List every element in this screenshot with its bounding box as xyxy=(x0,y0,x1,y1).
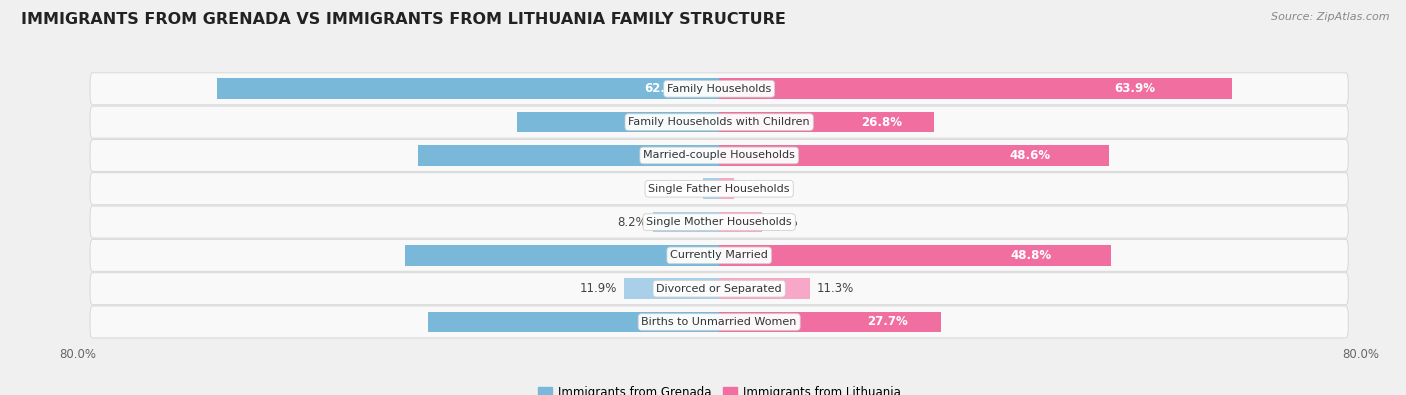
Text: 48.6%: 48.6% xyxy=(1010,149,1050,162)
Text: Source: ZipAtlas.com: Source: ZipAtlas.com xyxy=(1271,12,1389,22)
Text: Single Mother Households: Single Mother Households xyxy=(647,217,792,227)
FancyBboxPatch shape xyxy=(90,106,1348,138)
Text: Single Father Households: Single Father Households xyxy=(648,184,790,194)
Bar xyxy=(720,179,734,199)
Text: 2.0%: 2.0% xyxy=(666,182,697,195)
Text: Family Households with Children: Family Households with Children xyxy=(628,117,810,127)
Text: 27.7%: 27.7% xyxy=(868,316,908,329)
Bar xyxy=(517,112,720,132)
Legend: Immigrants from Grenada, Immigrants from Lithuania: Immigrants from Grenada, Immigrants from… xyxy=(537,386,901,395)
Text: 62.6%: 62.6% xyxy=(644,82,685,95)
Text: 11.3%: 11.3% xyxy=(817,282,853,295)
Bar xyxy=(720,245,1111,266)
Bar xyxy=(654,212,720,232)
Text: 8.2%: 8.2% xyxy=(617,216,647,229)
Text: IMMIGRANTS FROM GRENADA VS IMMIGRANTS FROM LITHUANIA FAMILY STRUCTURE: IMMIGRANTS FROM GRENADA VS IMMIGRANTS FR… xyxy=(21,12,786,27)
FancyBboxPatch shape xyxy=(90,73,1348,105)
Bar xyxy=(624,278,720,299)
Text: 5.3%: 5.3% xyxy=(768,216,797,229)
Text: Married-couple Households: Married-couple Households xyxy=(643,150,796,160)
Text: Family Households: Family Households xyxy=(666,84,772,94)
Bar xyxy=(720,145,1109,166)
Text: Currently Married: Currently Married xyxy=(671,250,768,260)
FancyBboxPatch shape xyxy=(90,173,1348,205)
FancyBboxPatch shape xyxy=(90,239,1348,271)
Text: Divorced or Separated: Divorced or Separated xyxy=(657,284,782,294)
Bar xyxy=(720,79,1232,99)
Text: 11.9%: 11.9% xyxy=(579,282,617,295)
Text: 36.3%: 36.3% xyxy=(675,316,717,329)
Bar xyxy=(720,212,762,232)
FancyBboxPatch shape xyxy=(90,306,1348,338)
Text: 25.2%: 25.2% xyxy=(689,116,730,129)
FancyBboxPatch shape xyxy=(90,139,1348,171)
Bar xyxy=(720,312,942,332)
Bar xyxy=(720,278,810,299)
Text: 63.9%: 63.9% xyxy=(1114,82,1154,95)
Text: 1.9%: 1.9% xyxy=(741,182,770,195)
Bar xyxy=(703,179,720,199)
Text: Births to Unmarried Women: Births to Unmarried Women xyxy=(641,317,797,327)
FancyBboxPatch shape xyxy=(90,206,1348,238)
Text: 26.8%: 26.8% xyxy=(860,116,901,129)
Bar xyxy=(419,145,720,166)
Bar xyxy=(217,79,720,99)
Bar xyxy=(405,245,720,266)
Text: 48.8%: 48.8% xyxy=(1011,249,1052,262)
Bar xyxy=(427,312,720,332)
Text: 37.5%: 37.5% xyxy=(673,149,714,162)
Text: 39.1%: 39.1% xyxy=(672,249,713,262)
FancyBboxPatch shape xyxy=(90,273,1348,305)
Bar xyxy=(720,112,934,132)
